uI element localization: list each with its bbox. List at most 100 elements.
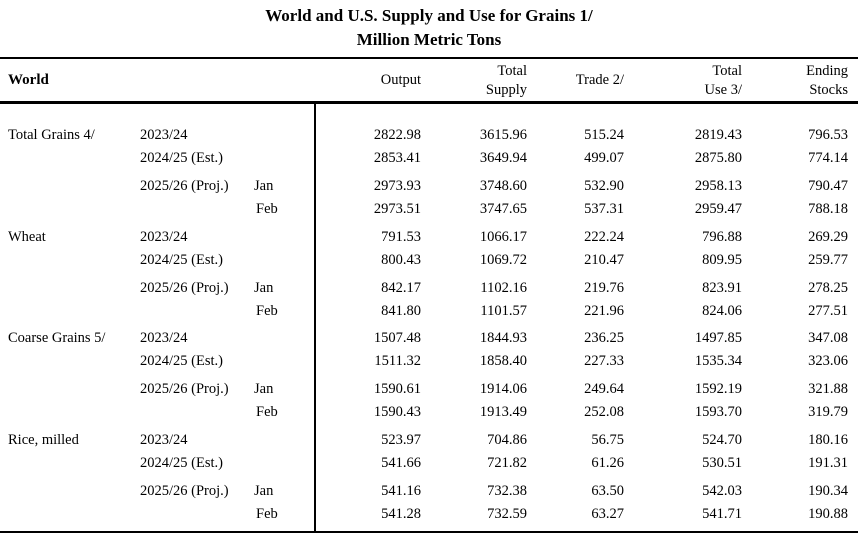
table-cell: 2973.51 [373, 201, 421, 217]
table-cell: 219.76 [584, 279, 624, 296]
table-cell: 790.47 [808, 178, 848, 194]
column-divider [314, 103, 316, 531]
year-label: 2025/26 (Proj.) [140, 483, 229, 500]
table-cell: 3748.60 [479, 178, 527, 194]
table-cell: 190.34 [808, 483, 848, 500]
year-label: 2024/25 (Est.) [140, 150, 223, 166]
table-cell: 277.51 [808, 302, 848, 319]
year-label: 2023/24 [140, 432, 188, 449]
table-cell: 499.07 [584, 150, 624, 166]
table-cell: 732.59 [487, 506, 527, 523]
table-cell: 732.38 [487, 483, 527, 500]
table-cell: 800.43 [381, 251, 421, 268]
table-cell: 3747.65 [479, 201, 527, 217]
table-cell: 841.80 [381, 302, 421, 319]
column-header: Supply [485, 82, 527, 98]
table-cell: 542.03 [702, 483, 742, 500]
commodity-label: Total Grains 4/ [8, 127, 95, 143]
table-cell: 222.24 [584, 228, 624, 245]
table-cell: 347.08 [808, 330, 848, 347]
column-header-line1: Total [712, 63, 742, 79]
table-cell: 252.08 [584, 404, 624, 421]
month-label: Feb [256, 302, 278, 319]
table-cell: 515.24 [584, 127, 624, 143]
table-cell: 236.25 [584, 330, 624, 347]
table-cell: 823.91 [702, 279, 742, 296]
month-label: Feb [256, 201, 278, 217]
region-header: World [8, 72, 49, 88]
table-cell: 1069.72 [479, 251, 527, 268]
commodity-label: Rice, milled [8, 432, 79, 449]
table-cell: 774.14 [808, 150, 848, 166]
table-cell: 523.97 [381, 432, 421, 449]
table-cell: 227.33 [584, 353, 624, 370]
table-cell: 842.17 [381, 279, 421, 296]
table-cell: 3615.96 [479, 127, 527, 143]
table-cell: 824.06 [702, 302, 742, 319]
table-cell: 191.31 [808, 455, 848, 472]
table-cell: 537.31 [584, 201, 624, 217]
table-cell: 1844.93 [479, 330, 527, 347]
month-label: Jan [254, 279, 274, 296]
table-cell: 221.96 [584, 302, 624, 319]
table-cell: 1101.57 [480, 302, 527, 319]
year-label: 2023/24 [140, 228, 188, 245]
table-cell: 1590.61 [373, 381, 421, 398]
commodity-label: Coarse Grains 5/ [8, 330, 106, 347]
column-header: Output [380, 72, 421, 88]
table-cell: 541.16 [381, 483, 421, 500]
month-label: Feb [256, 506, 278, 523]
table-cell: 809.95 [702, 251, 742, 268]
table-cell: 791.53 [381, 228, 421, 245]
table-cell: 210.47 [584, 251, 624, 268]
year-label: 2025/26 (Proj.) [140, 279, 229, 296]
table-cell: 704.86 [487, 432, 527, 449]
table-cell: 541.71 [702, 506, 742, 523]
table-cell: 1592.19 [694, 381, 742, 398]
table-cell: 61.26 [591, 455, 624, 472]
table-cell: 532.90 [584, 178, 624, 194]
table-title: World and U.S. Supply and Use for Grains… [265, 6, 593, 25]
table-cell: 3649.94 [479, 150, 527, 166]
table-cell: 190.88 [808, 506, 848, 523]
table-cell: 323.06 [808, 353, 848, 370]
bottom-rule [0, 531, 858, 533]
table-cell: 56.75 [591, 432, 624, 449]
table-cell: 2875.80 [694, 150, 742, 166]
table-cell: 1858.40 [479, 353, 527, 370]
top-rule [0, 57, 858, 59]
table-cell: 1102.16 [480, 279, 527, 296]
table-cell: 796.88 [702, 228, 742, 245]
column-header: Trade 2/ [575, 72, 624, 88]
column-header-line1: Ending [806, 63, 848, 79]
column-header: Stocks [809, 82, 848, 98]
table-cell: 63.27 [591, 506, 624, 523]
table-cell: 524.70 [702, 432, 742, 449]
table-cell: 278.25 [808, 279, 848, 296]
table-cell: 721.82 [487, 455, 527, 472]
table-cell: 319.79 [808, 404, 848, 421]
year-label: 2024/25 (Est.) [140, 251, 223, 268]
table-cell: 1913.49 [479, 404, 527, 421]
table-cell: 2959.47 [694, 201, 742, 217]
year-label: 2023/24 [140, 330, 188, 347]
table-cell: 259.77 [808, 251, 848, 268]
year-label: 2025/26 (Proj.) [140, 381, 229, 398]
table-cell: 1507.48 [373, 330, 421, 347]
table-cell: 1066.17 [479, 228, 527, 245]
column-header: Use 3/ [704, 82, 742, 98]
commodity-label: Wheat [8, 228, 46, 245]
table-cell: 321.88 [808, 381, 848, 398]
year-label: 2023/24 [140, 127, 188, 143]
table-cell: 2853.41 [373, 150, 421, 166]
month-label: Feb [256, 404, 278, 421]
table-cell: 541.28 [381, 506, 421, 523]
table-cell: 1590.43 [373, 404, 421, 421]
table-cell: 1497.85 [694, 330, 742, 347]
table-cell: 1593.70 [694, 404, 742, 421]
month-label: Jan [254, 483, 274, 500]
column-header-line1: Total [497, 63, 527, 79]
table-cell: 788.18 [808, 201, 848, 217]
table-cell: 2822.98 [373, 127, 421, 143]
table-cell: 541.66 [381, 455, 421, 472]
